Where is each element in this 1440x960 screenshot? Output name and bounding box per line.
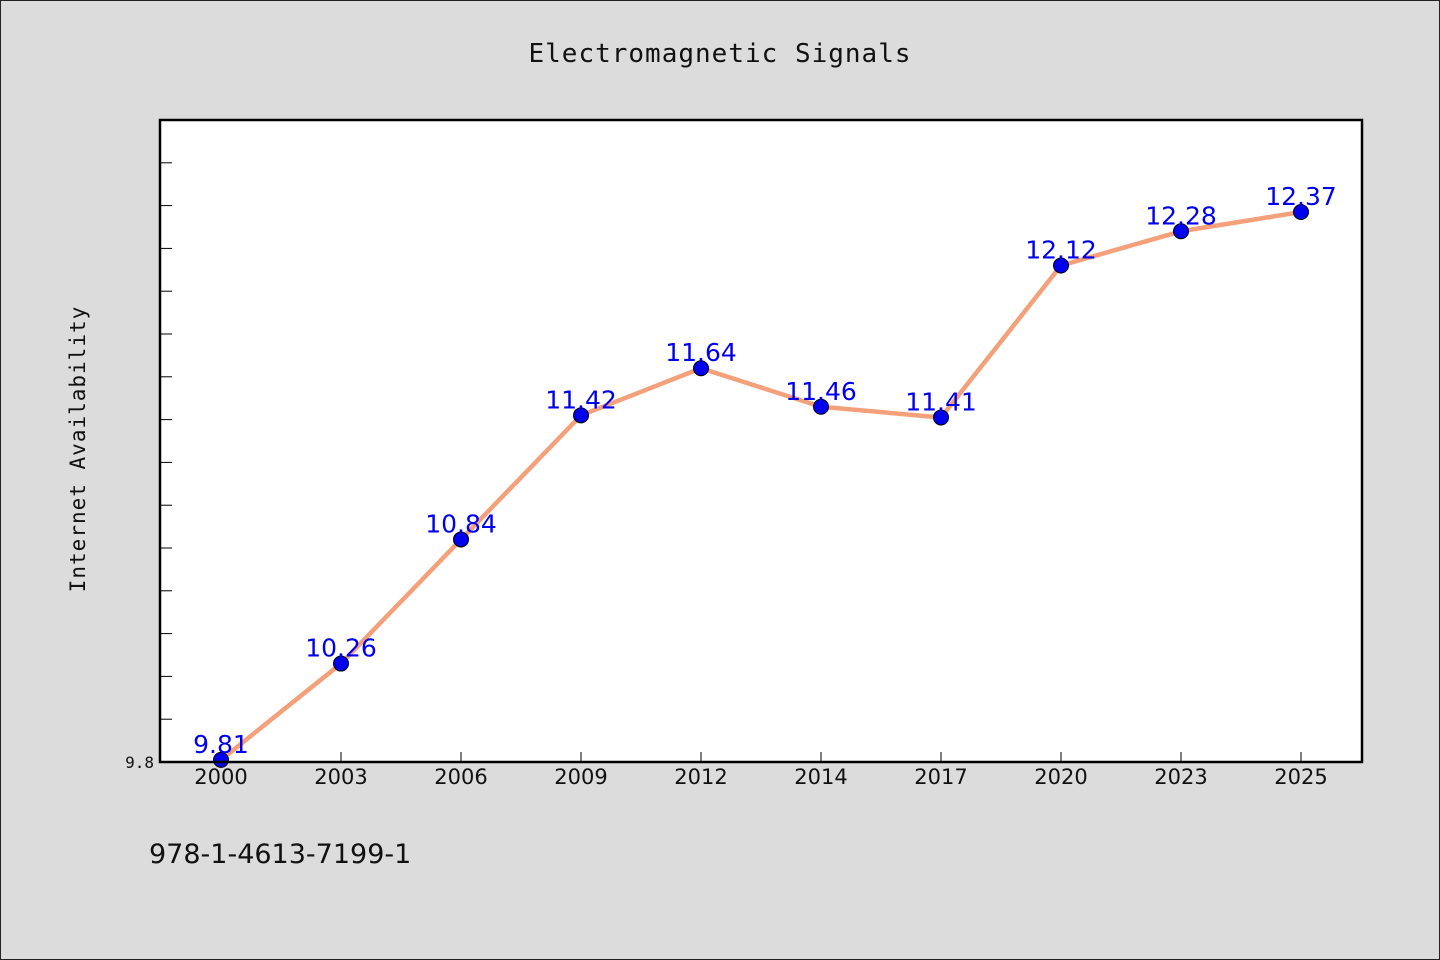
x-tick-label: 2014 <box>794 765 847 789</box>
data-label: 11.46 <box>785 377 857 406</box>
y-tick-label: 9.8 <box>125 753 154 772</box>
x-tick-label: 2023 <box>1154 765 1207 789</box>
y-axis-ticks: 9.8 <box>125 162 172 772</box>
x-tick-label: 2000 <box>194 765 247 789</box>
data-label: 12.28 <box>1145 201 1217 230</box>
x-tick-label: 2009 <box>554 765 607 789</box>
y-axis-label: Internet Availability <box>66 306 90 593</box>
data-label: 11.64 <box>665 338 737 367</box>
x-tick-label: 2006 <box>434 765 487 789</box>
data-label: 12.12 <box>1025 236 1097 265</box>
plot-area <box>160 120 1362 762</box>
data-point <box>1053 257 1069 274</box>
data-point <box>693 360 709 377</box>
data-point <box>1293 204 1309 221</box>
x-tick-label: 2017 <box>914 765 967 789</box>
data-point <box>453 531 469 548</box>
data-label: 11.42 <box>545 385 617 414</box>
data-label: 12.37 <box>1265 182 1337 211</box>
data-point <box>333 655 349 672</box>
data-point <box>573 407 589 424</box>
data-point <box>933 409 949 426</box>
x-axis-ticks: 2000 2003 2006 2009 2012 2014 2017 2020 2023 2025 <box>194 752 1328 789</box>
data-label-layer: 9.81 10.26 10.84 11.42 11.64 11.46 11.41 12.12 1… <box>193 182 1337 759</box>
data-label: 10.26 <box>305 634 377 663</box>
data-label: 11.41 <box>905 387 977 416</box>
data-point <box>813 398 829 415</box>
plot-frame <box>158 118 1364 764</box>
data-label: 10.84 <box>425 509 497 538</box>
series-line <box>218 209 1304 763</box>
x-tick-label: 2025 <box>1274 765 1327 789</box>
x-tick-label: 2003 <box>314 765 367 789</box>
x-tick-label: 2012 <box>674 765 727 789</box>
chart-title: Electromagnetic Signals <box>528 39 911 69</box>
data-label: 9.81 <box>193 730 249 759</box>
data-point <box>213 751 229 768</box>
x-tick-label: 2020 <box>1034 765 1087 789</box>
data-point <box>1173 223 1189 240</box>
footer-isbn: 978-1-4613-7199-1 <box>149 839 411 870</box>
series-layer <box>213 204 1309 768</box>
